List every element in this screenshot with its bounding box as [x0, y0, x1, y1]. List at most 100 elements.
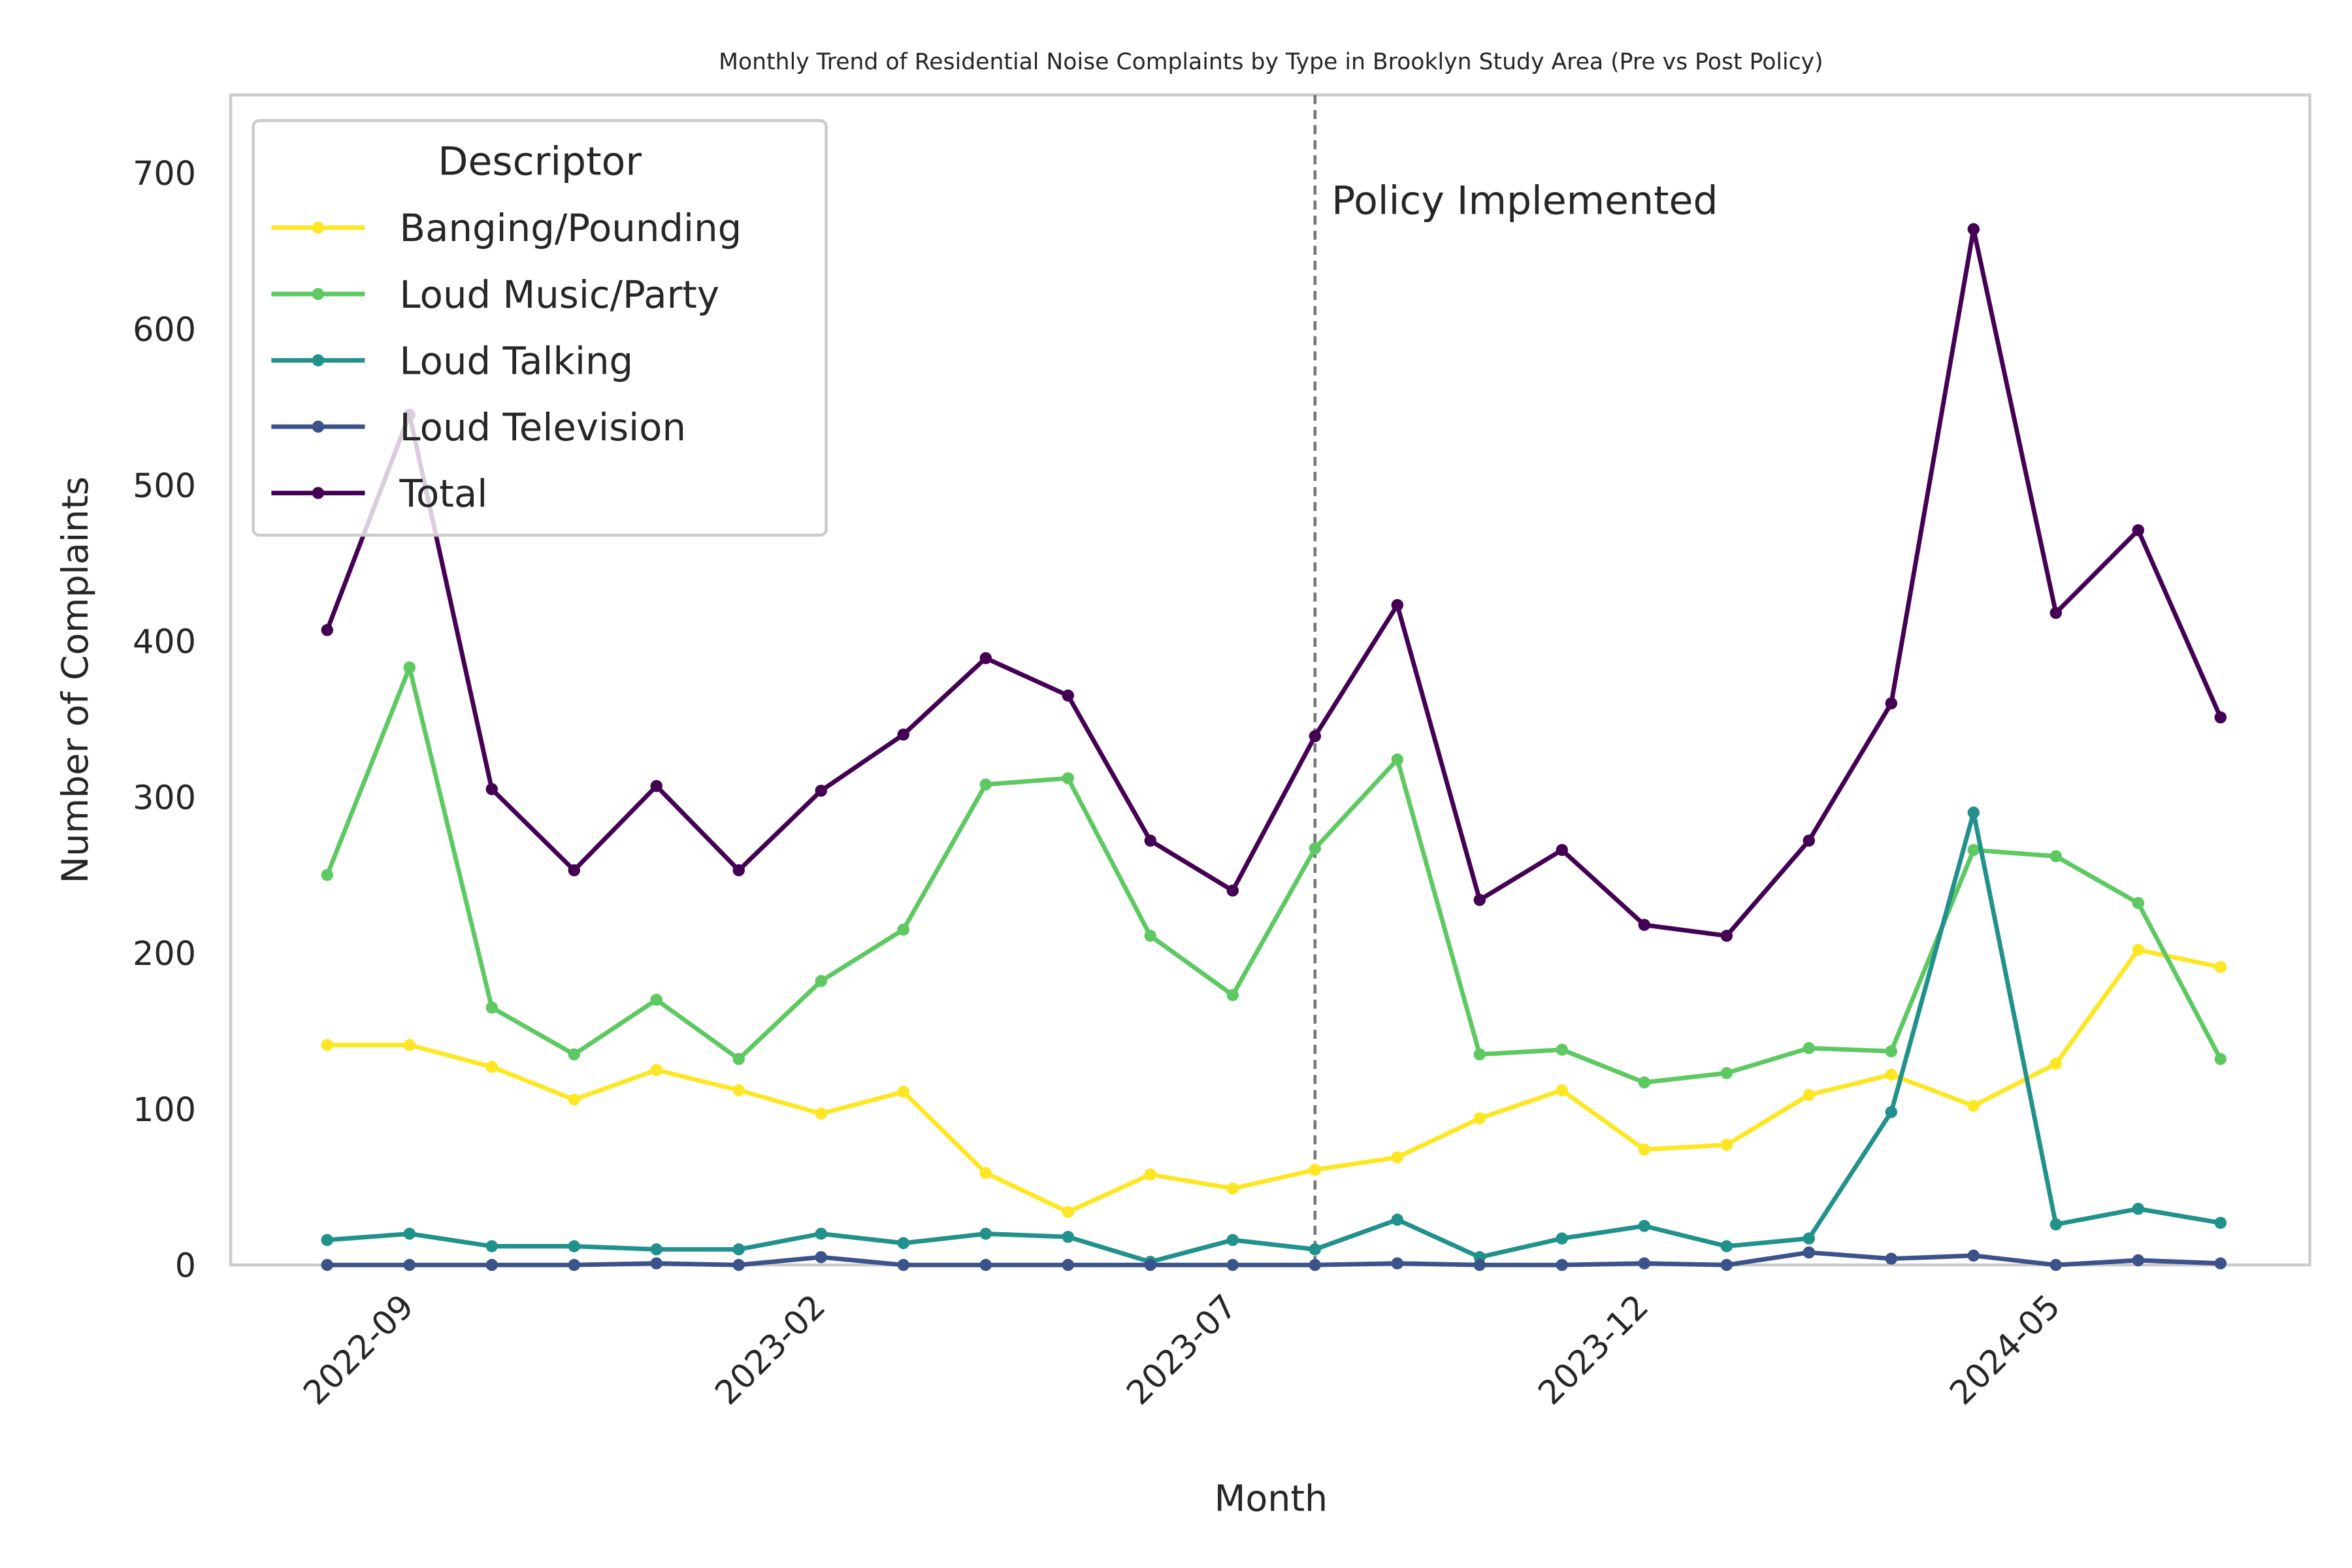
data-point: [1720, 1258, 1733, 1271]
data-point: [650, 779, 662, 792]
y-tick-label: 200: [133, 934, 196, 973]
data-point: [1062, 689, 1074, 702]
data-point: [815, 1228, 827, 1240]
legend-marker: [312, 420, 325, 433]
data-point: [485, 1240, 498, 1252]
data-point: [1556, 843, 1568, 857]
data-point: [979, 1167, 992, 1179]
data-point: [2214, 1217, 2227, 1229]
data-point: [2132, 943, 2144, 956]
data-point: [1309, 730, 1321, 742]
data-point: [1967, 1249, 1980, 1262]
data-point: [1803, 1232, 1815, 1245]
data-point: [2132, 524, 2144, 536]
data-point: [403, 661, 416, 674]
data-point: [321, 1039, 333, 1051]
data-point: [732, 1084, 745, 1096]
data-point: [732, 864, 745, 877]
legend-label: Total: [399, 471, 488, 515]
data-point: [321, 624, 333, 636]
data-point: [1391, 598, 1403, 612]
data-point: [1062, 1258, 1074, 1271]
data-point: [650, 1064, 662, 1076]
data-point: [2050, 606, 2062, 619]
data-point: [1885, 1045, 1897, 1058]
data-point: [485, 1001, 498, 1014]
data-point: [1720, 1139, 1733, 1151]
y-tick-label: 300: [133, 778, 196, 817]
data-point: [1226, 1258, 1239, 1271]
data-point: [321, 869, 333, 881]
data-point: [1062, 1230, 1074, 1243]
data-point: [1144, 930, 1156, 942]
data-point: [1473, 1112, 1486, 1124]
series-line: [327, 1250, 2221, 1267]
y-tick-label: 700: [133, 154, 196, 193]
data-point: [1309, 842, 1321, 855]
data-point: [321, 1233, 333, 1247]
data-point: [1638, 919, 1650, 931]
data-point: [2132, 896, 2144, 909]
data-point: [321, 1258, 333, 1271]
data-point: [1473, 1258, 1486, 1271]
series-line: [325, 665, 2223, 1085]
data-point: [732, 1243, 745, 1256]
data-point: [2050, 1258, 2062, 1271]
data-point: [1803, 1246, 1815, 1259]
series: [321, 223, 2227, 942]
data-point: [979, 1258, 992, 1271]
data-point: [979, 652, 992, 664]
series-line: [327, 947, 2221, 1215]
data-point: [1556, 1232, 1568, 1245]
data-point: [1144, 1258, 1156, 1271]
data-point: [897, 728, 909, 741]
data-point: [1720, 1067, 1733, 1079]
data-point: [568, 1240, 580, 1252]
data-point: [1144, 1168, 1156, 1181]
data-point: [1885, 697, 1897, 710]
data-point: [2214, 1257, 2227, 1269]
data-point: [1556, 1084, 1568, 1096]
series: [321, 943, 2227, 1218]
data-point: [2050, 1218, 2062, 1231]
data-point: [1062, 1205, 1074, 1218]
data-point: [1473, 894, 1486, 906]
data-point: [1226, 988, 1239, 1002]
data-point: [1967, 223, 1980, 235]
legend-label: Loud Television: [400, 405, 687, 449]
data-point: [568, 1093, 580, 1106]
data-point: [2132, 1254, 2144, 1267]
data-point: [732, 1258, 745, 1271]
data-point: [1391, 753, 1403, 766]
data-point: [1226, 884, 1239, 897]
data-point: [732, 1053, 745, 1066]
data-point: [1391, 1257, 1403, 1269]
legend-title: Descriptor: [438, 139, 642, 185]
data-point: [1556, 1043, 1568, 1056]
series-line: [325, 227, 2223, 938]
data-point: [1638, 1076, 1650, 1089]
data-point: [897, 1237, 909, 1249]
data-point: [485, 1060, 498, 1073]
data-point: [1309, 1258, 1321, 1271]
data-point: [897, 923, 909, 936]
y-tick-label: 600: [133, 310, 196, 349]
legend-marker: [312, 354, 325, 367]
series: [321, 1246, 2227, 1271]
data-point: [897, 1085, 909, 1098]
data-point: [815, 1107, 827, 1120]
data-point: [1638, 1143, 1650, 1156]
data-point: [1226, 1182, 1239, 1195]
data-point: [2132, 1202, 2144, 1215]
data-point: [897, 1258, 909, 1271]
legend-label: Loud Music/Party: [400, 272, 720, 317]
data-point: [2214, 711, 2227, 724]
legend-marker: [312, 221, 325, 234]
legend-label: Banging/Pounding: [400, 206, 742, 250]
series: [321, 661, 2227, 1089]
data-point: [815, 1250, 827, 1264]
data-point: [2214, 960, 2227, 973]
y-tick-label: 500: [133, 466, 196, 505]
y-axis-label: Number of Complaints: [55, 476, 97, 883]
data-point: [1967, 1100, 1980, 1112]
